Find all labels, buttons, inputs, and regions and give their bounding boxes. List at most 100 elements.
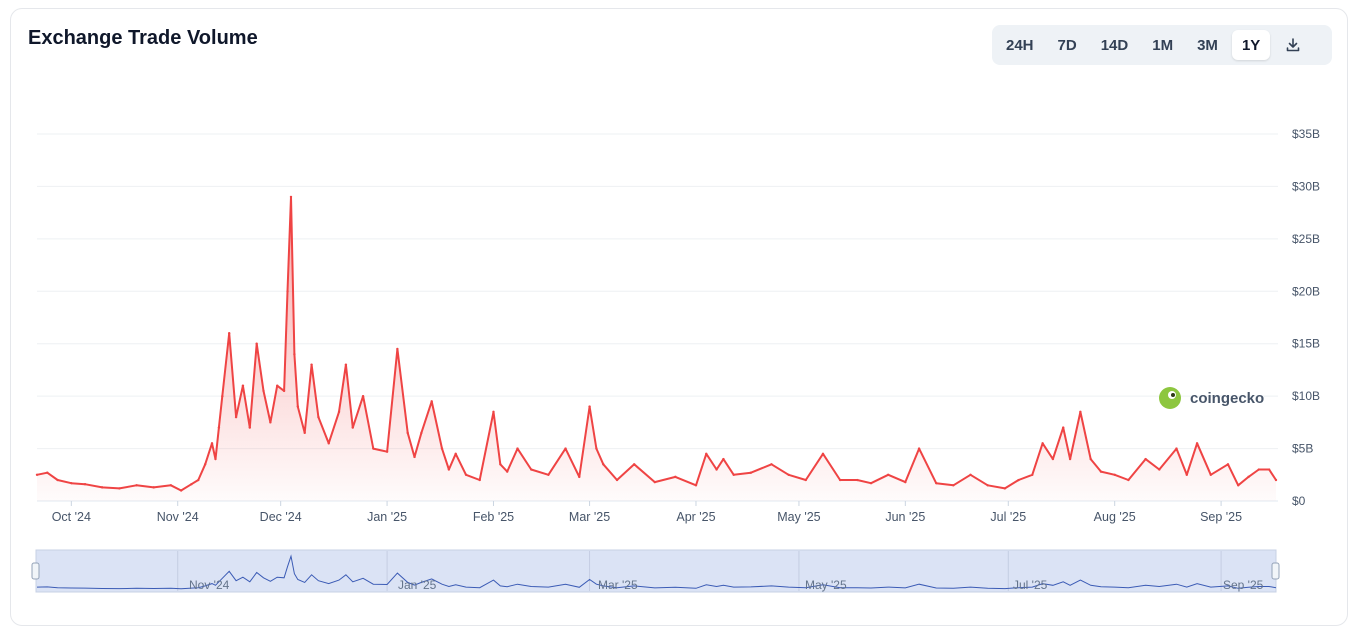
data-point <box>478 478 481 482</box>
data-point <box>1031 473 1034 476</box>
navigator-handle-right[interactable] <box>1271 562 1280 580</box>
data-point <box>547 473 550 476</box>
data-point <box>396 347 399 351</box>
data-point <box>262 389 265 393</box>
data-point <box>969 473 972 476</box>
data-point <box>917 447 921 450</box>
tab-3m[interactable]: 3M <box>1197 36 1218 54</box>
navigator-label: Jan '25 <box>398 578 437 592</box>
data-point <box>464 473 468 476</box>
gecko-logo-icon <box>1159 387 1181 409</box>
download-button[interactable] <box>1278 30 1308 60</box>
data-point <box>1247 475 1250 479</box>
series-area <box>37 196 1276 501</box>
tab-1y[interactable]: 1Y <box>1231 30 1271 60</box>
data-point <box>179 489 183 492</box>
data-point <box>286 290 289 293</box>
tab-7d[interactable]: 7D <box>1057 36 1077 54</box>
series-line <box>36 195 1277 492</box>
data-point <box>1079 410 1082 414</box>
navigator-label: Jul '25 <box>1013 578 1048 592</box>
chart-card: Exchange Trade Volume 24H 7D 14D 1M 3M 1… <box>10 8 1348 626</box>
data-point <box>787 473 790 476</box>
data-point <box>935 481 938 485</box>
data-point <box>602 463 605 466</box>
y-tick-label: $10B <box>1292 389 1320 403</box>
navigator[interactable]: Nov '24 Jan '25 Mar '25 May '25 Jul '25 … <box>31 549 1280 593</box>
data-point <box>1068 457 1072 461</box>
data-point <box>217 426 221 429</box>
data-point <box>1017 478 1020 482</box>
data-point <box>361 394 365 398</box>
data-point <box>118 487 121 490</box>
watermark: coingecko <box>1159 387 1264 409</box>
x-tick-label: Feb '25 <box>473 510 514 524</box>
y-tick-label: $0 <box>1292 494 1306 508</box>
data-point <box>732 473 735 476</box>
data-point <box>506 470 509 473</box>
data-point <box>385 450 389 453</box>
data-point <box>83 483 87 486</box>
data-point <box>492 410 495 414</box>
data-point <box>1274 478 1278 482</box>
data-point <box>578 475 581 479</box>
data-point <box>1267 468 1271 471</box>
x-tick-label: Mar '25 <box>569 510 610 524</box>
data-point <box>327 442 330 445</box>
navigator-label: Nov '24 <box>189 578 230 592</box>
data-point <box>1041 442 1044 445</box>
range-tabs: 24H 7D 14D 1M 3M 1Y <box>992 25 1332 65</box>
data-point <box>653 480 656 484</box>
data-point <box>135 484 138 487</box>
data-point <box>372 447 375 450</box>
data-point <box>56 478 59 482</box>
data-point <box>190 483 193 486</box>
y-tick-label: $5B <box>1292 442 1313 456</box>
data-point <box>886 473 890 476</box>
x-tick-label: Jan '25 <box>367 510 407 524</box>
download-icon <box>1286 38 1300 52</box>
data-point <box>269 421 272 424</box>
data-point <box>804 478 807 482</box>
series-points <box>35 195 1278 492</box>
x-tick-label: Jul '25 <box>990 510 1026 524</box>
data-point <box>595 447 598 450</box>
data-point <box>770 463 773 466</box>
data-point <box>197 478 200 482</box>
data-point <box>289 195 293 199</box>
data-point <box>1089 457 1092 461</box>
data-point <box>248 426 251 429</box>
x-tick-label: Aug '25 <box>1094 510 1136 524</box>
data-point <box>1144 457 1147 461</box>
navigator-label: Mar '25 <box>598 578 638 592</box>
y-tick-label: $25B <box>1292 232 1320 246</box>
data-point <box>214 457 217 461</box>
x-tick-label: Dec '24 <box>260 510 302 524</box>
data-point <box>1209 473 1212 476</box>
data-point <box>420 431 423 435</box>
y-tick-label: $15B <box>1292 337 1320 351</box>
data-point <box>430 400 433 403</box>
tab-1m[interactable]: 1M <box>1152 36 1174 54</box>
data-point <box>749 471 753 474</box>
y-tick-label: $30B <box>1292 179 1320 193</box>
data-point <box>276 384 279 387</box>
data-point <box>1099 470 1103 473</box>
data-point <box>234 415 238 419</box>
data-point <box>241 384 245 387</box>
data-point <box>564 447 567 450</box>
navigator-handle-left[interactable] <box>31 562 40 580</box>
y-tick-label: $20B <box>1292 284 1320 298</box>
data-point <box>337 410 341 414</box>
data-point <box>499 463 502 466</box>
tab-24h[interactable]: 24H <box>1006 36 1034 54</box>
data-point <box>705 452 708 456</box>
data-point <box>1185 473 1188 476</box>
tab-14d[interactable]: 14D <box>1100 36 1129 54</box>
page-title: Exchange Trade Volume <box>28 27 258 49</box>
data-point <box>588 405 591 408</box>
data-point <box>454 452 457 456</box>
data-point <box>440 447 444 450</box>
data-point <box>1237 484 1240 487</box>
